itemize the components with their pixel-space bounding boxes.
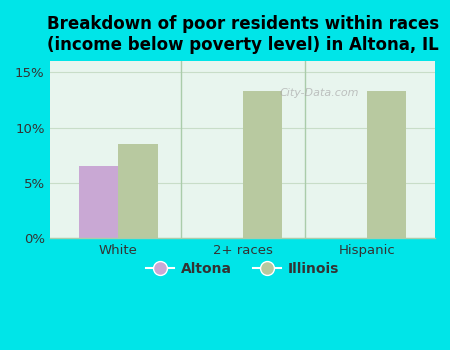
- Bar: [367, 91, 406, 238]
- Title: Breakdown of poor residents within races
(income below poverty level) in Altona,: Breakdown of poor residents within races…: [46, 15, 439, 54]
- Legend: Altona, Illinois: Altona, Illinois: [141, 256, 344, 281]
- Text: City-Data.com: City-Data.com: [280, 88, 359, 98]
- Bar: [243, 91, 282, 238]
- Bar: [79, 166, 118, 238]
- Bar: [118, 144, 158, 238]
